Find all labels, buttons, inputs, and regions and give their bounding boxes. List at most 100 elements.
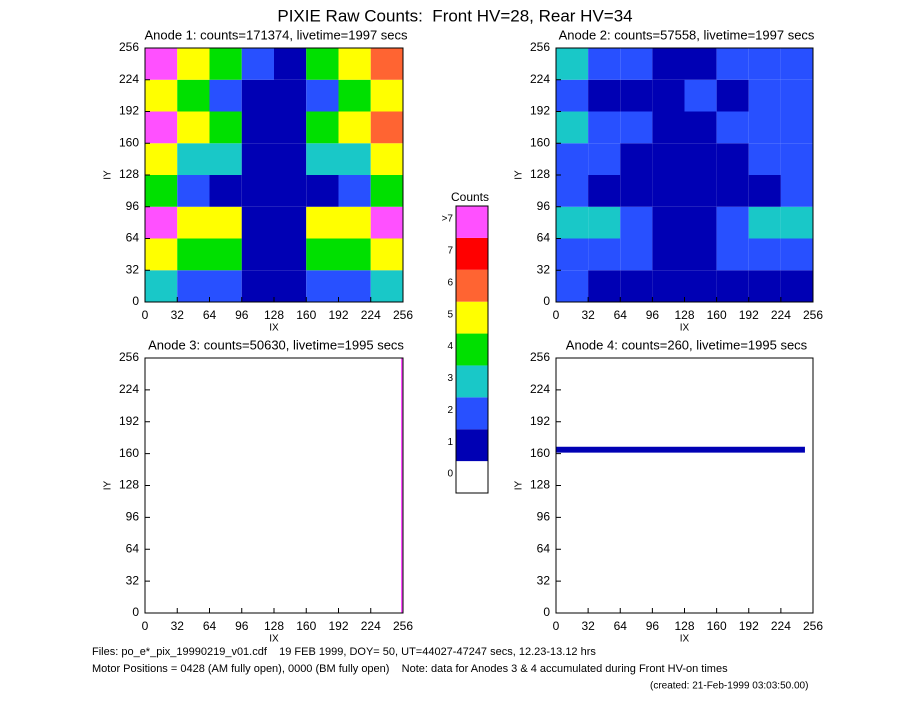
colorbar-swatch [456,301,488,334]
heat-cell [145,270,178,302]
colorbar-swatch [456,269,488,302]
x-axis-label: IX [269,323,279,334]
heat-cell [370,111,403,144]
y-tick-label: 64 [537,231,551,245]
y-tick-label: 64 [126,541,140,555]
heat-cell [748,79,781,112]
heat-cell [588,48,621,80]
colorbar-swatch [456,397,488,430]
heat-cell [620,48,653,80]
heat-cell [588,238,621,271]
heat-cell [780,270,813,302]
heat-cell [684,206,717,239]
heat-cell [177,270,210,302]
heat-cell [370,270,403,302]
x-tick-label: 64 [203,308,217,322]
heat-cell [145,238,178,271]
panel-title: Anode 3: counts=50630, livetime=1995 sec… [148,337,404,352]
heat-cell [620,111,653,144]
panel-title: Anode 1: counts=171374, livetime=1997 se… [144,27,408,42]
x-tick-label: 160 [707,308,727,322]
footer-motor: Motor Positions = 0428 (AM fully open), … [92,663,728,675]
heat-cell [556,206,589,239]
x-tick-label: 224 [771,308,791,322]
y-tick-label: 128 [119,478,139,492]
x-tick-label: 256 [803,619,823,633]
y-tick-label: 192 [530,414,550,428]
heat-cell [338,111,371,144]
heat-cell [145,143,178,175]
heat-cell [556,446,805,453]
heat-cell [209,111,242,144]
footer-files: Files: po_e*_pix_19990219_v01.cdf 19 FEB… [92,646,596,658]
heat-cell [241,238,274,271]
heat-cell [748,206,781,239]
colorbar-label: 1 [447,437,453,448]
colorbar-label: 4 [447,341,453,352]
heat-cell [370,143,403,175]
x-tick-label: 128 [264,619,284,633]
y-tick-label: 256 [119,350,139,364]
y-tick-label: 160 [530,446,550,460]
heat-cell [588,79,621,112]
heat-cell [716,111,749,144]
y-axis-label: IY [103,170,114,180]
heat-cell [620,143,653,175]
heat-cell [684,143,717,175]
heat-cell [716,48,749,80]
heat-cell [716,79,749,112]
y-tick-label: 0 [543,605,550,619]
x-tick-label: 192 [328,308,348,322]
heat-cell [177,175,210,207]
colorbar-label: 6 [447,277,453,288]
heat-cell [556,48,589,80]
heat-cell [556,452,805,613]
heat-cell [684,79,717,112]
y-tick-label: 192 [530,104,550,118]
heat-cell [338,79,371,112]
heat-cell [684,48,717,80]
y-tick-label: 256 [119,40,139,54]
x-tick-label: 224 [361,308,381,322]
x-tick-label: 64 [614,308,628,322]
y-tick-label: 96 [537,199,551,213]
heat-cell [306,48,339,80]
figure-title: PIXIE Raw Counts: Front HV=28, Rear HV=3… [277,6,632,25]
heat-cell [338,270,371,302]
heat-cell [684,175,717,207]
heat-cell [274,175,307,207]
y-axis-label: IY [514,480,525,490]
colorbar-label: 5 [447,309,453,320]
y-tick-label: 160 [119,135,139,149]
y-tick-label: 0 [543,294,550,308]
heat-cell [652,79,685,112]
heat-cell [556,358,805,447]
x-tick-label: 192 [739,308,759,322]
colorbar-label: 2 [447,405,453,416]
heat-cell [652,175,685,207]
y-tick-label: 0 [132,605,139,619]
y-tick-label: 96 [537,510,551,524]
heat-cell [780,206,813,239]
heat-cell [652,238,685,271]
x-axis-label: IX [680,323,690,334]
x-tick-label: 160 [296,308,316,322]
y-tick-label: 32 [126,262,140,276]
heat-cell [177,143,210,175]
heat-cell [306,238,339,271]
heat-cell [209,206,242,239]
x-tick-label: 192 [328,619,348,633]
heat-cell [716,270,749,302]
heat-cell [306,111,339,144]
heat-cell [804,446,813,453]
heat-cell [684,111,717,144]
x-tick-label: 32 [171,308,185,322]
y-tick-label: 0 [132,294,139,308]
colorbar-swatch [456,237,488,270]
heat-cell [804,452,813,613]
x-tick-label: 64 [614,619,628,633]
x-tick-label: 0 [553,308,560,322]
heat-cell [652,111,685,144]
heat-cell [209,143,242,175]
y-tick-label: 64 [537,541,551,555]
